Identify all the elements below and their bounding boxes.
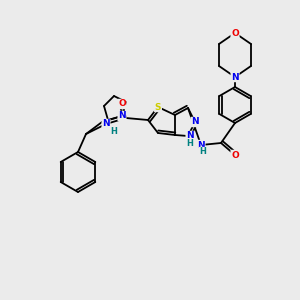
Text: H: H [187, 140, 194, 148]
Text: O: O [118, 100, 126, 109]
Text: O: O [231, 28, 239, 38]
Text: N: N [191, 118, 199, 127]
Text: N: N [102, 119, 110, 128]
Text: H: H [111, 128, 117, 136]
Text: N: N [186, 131, 194, 140]
Text: O: O [231, 151, 239, 160]
Text: N: N [118, 112, 126, 121]
Text: N: N [197, 140, 205, 149]
Text: H: H [200, 148, 206, 157]
Text: N: N [231, 73, 239, 82]
Text: S: S [155, 103, 161, 112]
